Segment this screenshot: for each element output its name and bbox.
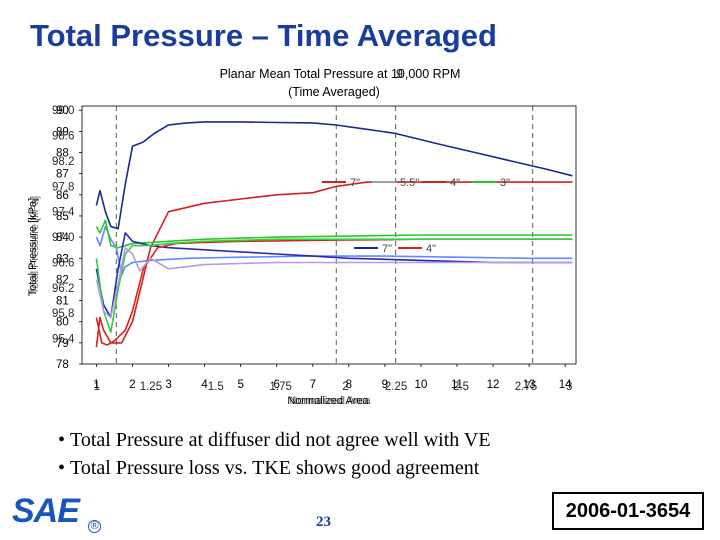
legend-a-label: 3": [500, 177, 510, 189]
y-tick-label: 88: [56, 148, 69, 160]
x-tick-label-overlay: 3: [566, 381, 572, 393]
y-tick-label: 84: [56, 232, 69, 244]
y-tick-label-overlay: 98.6: [52, 131, 74, 143]
x-axis-label-overlay: Normalized Area: [289, 395, 371, 407]
y-tick-label: 87: [56, 169, 69, 181]
x-tick-label-overlay: 2.25: [385, 381, 407, 393]
x-tick-label: 5: [237, 379, 243, 391]
x-tick-label: 11: [451, 379, 463, 391]
slide-title: Total Pressure – Time Averaged: [30, 18, 497, 53]
y-tick-label: 89: [56, 126, 69, 138]
y-tick-label: 78: [56, 359, 69, 371]
registered-mark: ®: [88, 520, 101, 533]
y-axis-label-overlay: Total Pressure [kPa]: [29, 196, 41, 294]
x-tick-label: 2: [129, 379, 135, 391]
y-tick-label: 79: [56, 338, 69, 350]
y-tick-label: 86: [56, 190, 69, 202]
bullet-list: Total Pressure at diffuser did not agree…: [58, 426, 491, 482]
x-tick-label: 6: [274, 379, 280, 391]
y-tick-label: 83: [56, 253, 69, 265]
series-line-4-a: [95, 181, 573, 348]
y-tick-label-overlay: 95.8: [52, 308, 74, 320]
y-tick-label: 81: [56, 296, 69, 308]
page-number: 23: [316, 514, 331, 530]
x-tick-label-overlay: 2.5: [453, 381, 469, 393]
y-tick-label-overlay: 98.2: [52, 156, 74, 168]
series-line-7-b: [95, 232, 573, 319]
y-tick-label: 90: [56, 105, 69, 117]
chart-title-line1: Planar Mean Total Pressure at 10,000 RPM: [220, 67, 461, 81]
series-line-violetb-c: [95, 246, 573, 319]
x-tick-label: 10: [415, 379, 428, 391]
series-line-3-a: [95, 219, 573, 249]
y-tick-label-overlay: 97.8: [52, 181, 74, 193]
y-tick-label-overlay: 95.4: [52, 334, 75, 346]
chart-title-overlay: 9: [396, 67, 403, 81]
x-tick-label: 14: [559, 379, 572, 391]
series-line-7-a: [95, 121, 573, 230]
legend-a-label: 4": [450, 177, 460, 189]
y-tick-label-overlay: 96.6: [52, 257, 74, 269]
x-tick-label: 3: [165, 379, 171, 391]
x-tick-label-overlay: 2: [342, 381, 348, 393]
x-tick-label: 1: [93, 379, 99, 391]
chart-title-line2: (Time Averaged): [288, 85, 380, 99]
y-axis-label: Total Pressure [kPa]: [27, 198, 39, 296]
x-tick-label: 7: [310, 379, 316, 391]
bullet-item: Total Pressure at diffuser did not agree…: [58, 426, 491, 454]
y-tick-label-overlay: 99.0: [52, 105, 74, 117]
x-tick-label: 4: [201, 379, 208, 391]
y-tick-label-overlay: 96.2: [52, 283, 74, 295]
x-tick-label: 13: [523, 379, 536, 391]
legend-a-label: 7": [350, 177, 360, 189]
sae-logo: SAE: [12, 492, 80, 530]
x-tick-label-overlay: 2.75: [515, 381, 537, 393]
series-line-4-b: [95, 238, 573, 346]
legend-b-label: 7": [382, 243, 392, 255]
plot-frame: [81, 105, 577, 365]
series-line-greenb-c: [95, 238, 573, 334]
y-tick-label: 82: [56, 274, 69, 286]
x-tick-label: 9: [382, 379, 388, 391]
y-tick-label: 85: [56, 211, 69, 223]
x-axis-label: Normalized Area: [287, 395, 369, 407]
x-tick-label: 8: [346, 379, 352, 391]
paper-id-box: 2006-01-3654: [552, 492, 704, 530]
legend-b-label: 4": [426, 243, 436, 255]
y-tick-label-overlay: 97.0: [52, 232, 74, 244]
legend-a-label: 5.5": [400, 177, 419, 189]
bullet-item: Total Pressure loss vs. TKE shows good a…: [58, 454, 491, 482]
x-tick-label: 12: [487, 379, 500, 391]
x-tick-label-overlay: 1.5: [208, 381, 224, 393]
y-tick-label: 80: [56, 317, 69, 329]
x-tick-label-overlay: 1.75: [270, 381, 292, 393]
x-tick-label-overlay: 1.25: [140, 381, 162, 393]
y-tick-label-overlay: 97.4: [52, 207, 75, 219]
pressure-chart: Planar Mean Total Pressure at 10,000 RPM…: [27, 67, 577, 407]
x-tick-label-overlay: 1: [94, 381, 100, 393]
